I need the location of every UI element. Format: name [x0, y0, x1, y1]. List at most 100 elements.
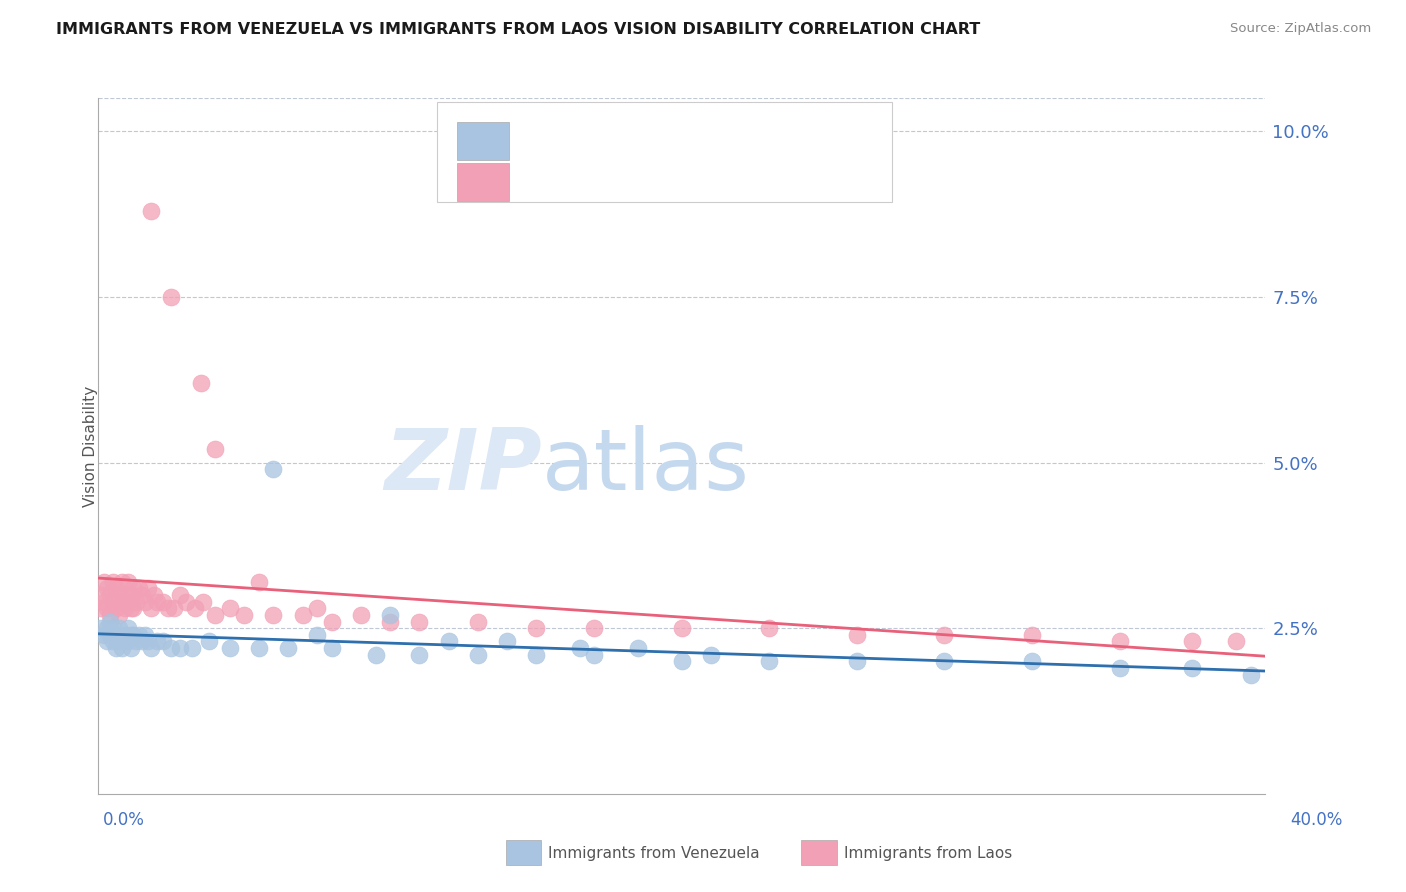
Point [96, 582, 118, 596]
Point [262, 462, 284, 476]
Point [1181, 634, 1204, 648]
Point [247, 574, 270, 589]
Point [117, 621, 139, 635]
Point [247, 641, 270, 656]
FancyBboxPatch shape [437, 102, 891, 202]
Point [101, 621, 124, 635]
Point [120, 641, 142, 656]
Point [122, 582, 145, 596]
FancyBboxPatch shape [457, 121, 509, 160]
Point [125, 595, 148, 609]
Point [136, 634, 159, 648]
Point [437, 634, 460, 648]
Point [193, 595, 215, 609]
Point [146, 634, 169, 648]
Point [139, 203, 162, 218]
Point [111, 574, 134, 589]
Point [98, 607, 121, 622]
Point [90, 588, 112, 602]
Point [93, 628, 115, 642]
Point [627, 641, 650, 656]
Text: IMMIGRANTS FROM VENEZUELA VS IMMIGRANTS FROM LAOS VISION DISABILITY CORRELATION : IMMIGRANTS FROM VENEZUELA VS IMMIGRANTS … [56, 22, 980, 37]
Point [157, 601, 180, 615]
Point [495, 634, 517, 648]
Point [160, 641, 183, 656]
Point [90, 601, 112, 615]
Point [700, 648, 723, 662]
Point [169, 641, 191, 656]
Point [291, 607, 314, 622]
Point [120, 628, 142, 642]
Point [125, 634, 148, 648]
Text: N = 58: N = 58 [728, 133, 785, 148]
Point [131, 634, 153, 648]
Point [111, 628, 134, 642]
Point [1181, 661, 1204, 675]
Point [204, 442, 226, 457]
Point [139, 601, 162, 615]
Point [204, 607, 226, 622]
Point [934, 654, 956, 668]
Point [378, 615, 402, 629]
Point [111, 641, 134, 656]
Point [108, 588, 131, 602]
Point [104, 641, 127, 656]
Point [96, 634, 118, 648]
Y-axis label: Vision Disability: Vision Disability [83, 385, 97, 507]
Text: R =  -0.115: R = -0.115 [522, 175, 613, 190]
Point [122, 628, 145, 642]
Point [190, 376, 212, 390]
Point [160, 290, 183, 304]
Point [122, 601, 145, 615]
Point [845, 654, 868, 668]
Point [758, 621, 780, 635]
Point [1225, 634, 1247, 648]
Point [90, 621, 112, 635]
Point [114, 634, 136, 648]
Point [671, 654, 693, 668]
Point [467, 648, 489, 662]
Point [117, 634, 139, 648]
Point [262, 607, 284, 622]
Point [198, 634, 221, 648]
Point [180, 641, 202, 656]
Point [98, 628, 121, 642]
Point [467, 615, 489, 629]
Point [277, 641, 299, 656]
Point [321, 641, 343, 656]
Point [307, 628, 329, 642]
Point [524, 648, 547, 662]
Point [583, 648, 606, 662]
Point [307, 601, 329, 615]
Point [117, 595, 139, 609]
Point [364, 648, 387, 662]
Point [96, 621, 118, 635]
Text: N = 65: N = 65 [728, 175, 785, 190]
Point [108, 607, 131, 622]
Point [142, 588, 165, 602]
Point [139, 641, 162, 656]
Text: ZIP: ZIP [384, 425, 541, 508]
Point [120, 601, 142, 615]
Point [114, 601, 136, 615]
Point [1108, 661, 1130, 675]
Point [583, 621, 606, 635]
Point [134, 595, 156, 609]
Text: R = -0.330: R = -0.330 [522, 133, 607, 148]
Point [1021, 654, 1043, 668]
Text: Immigrants from Venezuela: Immigrants from Venezuela [548, 847, 761, 861]
Point [163, 601, 186, 615]
Point [174, 595, 197, 609]
Point [96, 601, 118, 615]
Point [128, 628, 150, 642]
Point [1021, 628, 1043, 642]
Point [120, 588, 142, 602]
Point [93, 595, 115, 609]
Point [111, 595, 134, 609]
Point [350, 607, 373, 622]
Text: Source: ZipAtlas.com: Source: ZipAtlas.com [1230, 22, 1371, 36]
Point [108, 621, 131, 635]
Point [114, 588, 136, 602]
Point [93, 574, 115, 589]
Point [152, 634, 174, 648]
